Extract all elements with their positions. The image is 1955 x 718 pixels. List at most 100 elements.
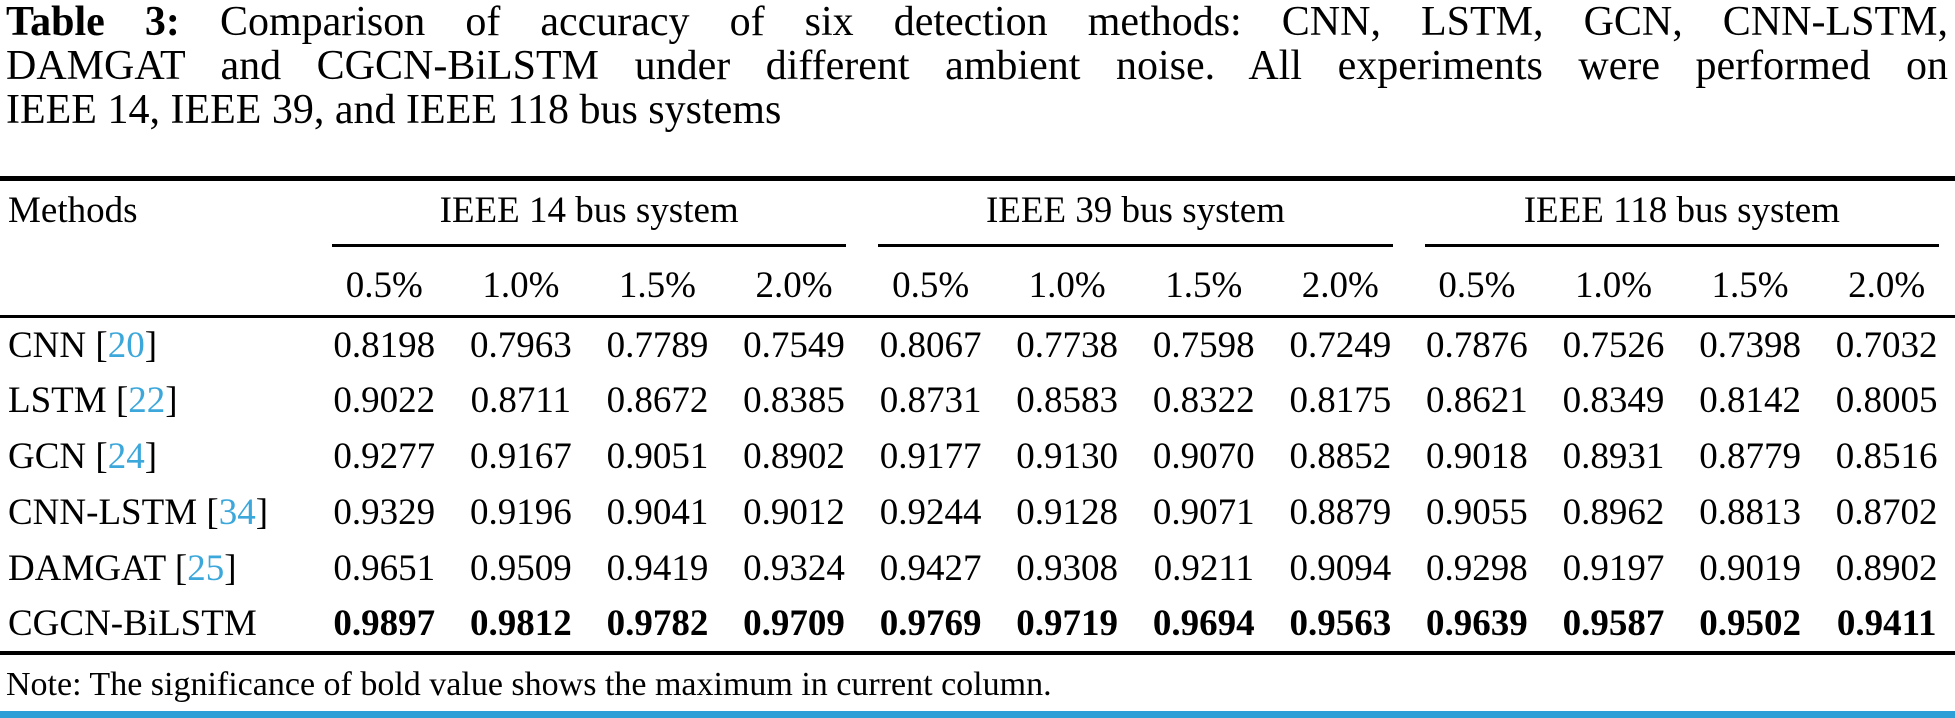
method-name: CNN [8,324,87,366]
accuracy-value: 0.9128 [1016,492,1119,533]
group-header-ieee118-label: IEEE 118 bus system [1424,189,1939,247]
accuracy-value: 0.9211 [1153,548,1254,589]
methods-column-header: Methods [0,178,316,318]
accuracy-value: 0.9308 [1016,548,1119,589]
citation-link[interactable]: [20] [95,324,158,366]
table-row-cnn: CNN [20] 0.8198 0.7963 0.7789 0.7549 0.8… [0,317,1955,373]
accuracy-value: 0.8962 [1562,492,1665,533]
accuracy-value: 0.9196 [469,492,572,533]
accuracy-value: 0.9563 [1289,603,1392,644]
accuracy-value: 0.9051 [606,436,709,477]
method-cell: CNN [20] [0,317,316,373]
group-header-ieee118: IEEE 118 bus system [1409,179,1955,255]
noise-header: 1.0% [1545,254,1682,318]
accuracy-value: 0.9897 [333,603,436,644]
accuracy-value: 0.9197 [1562,548,1665,589]
noise-header: 0.5% [316,254,453,318]
accuracy-value: 0.8902 [743,436,845,477]
accuracy-value: 0.9298 [1426,548,1528,589]
table-row-lstm: LSTM [22] 0.9022 0.8711 0.8672 0.8385 0.… [0,373,1955,429]
results-table: Methods IEEE 14 bus system IEEE 39 bus s… [0,176,1955,655]
group-header-ieee39: IEEE 39 bus system [862,179,1408,255]
method-name: LSTM [8,380,107,421]
accuracy-value: 0.9502 [1699,603,1801,644]
accuracy-value: 0.9427 [879,548,982,589]
accuracy-value: 0.8779 [1699,436,1801,477]
accuracy-value: 0.9694 [1152,603,1255,644]
method-name: CNN-LSTM [8,492,198,533]
accuracy-value: 0.7963 [469,324,572,366]
accuracy-value: 0.9041 [606,492,709,533]
accuracy-value: 0.8931 [1562,436,1665,477]
accuracy-value: 0.9812 [469,603,572,644]
accuracy-value: 0.8902 [1835,548,1938,589]
accuracy-value: 0.9719 [1016,603,1119,644]
accuracy-value: 0.8385 [743,380,845,421]
citation-link[interactable]: [24] [95,436,158,477]
caption-line-2: DAMGAT and CGCN-BiLSTM under different a… [6,43,1948,89]
accuracy-value: 0.9012 [743,492,845,533]
noise-header: 0.5% [1408,254,1546,318]
citation-link[interactable]: [22] [115,380,178,421]
noise-header: 1.0% [452,254,590,318]
caption-table-label: Table 3: [6,0,180,45]
noise-header: 1.5% [1135,254,1273,318]
accuracy-value: 0.9709 [743,603,845,644]
caption-line-1-text: Comparison of accuracy of six detection … [219,0,1948,45]
method-cell: GCN [24] [0,429,316,485]
table-row-gcn: GCN [24] 0.9277 0.9167 0.9051 0.8902 0.9… [0,429,1955,485]
accuracy-value: 0.7249 [1289,324,1392,366]
accuracy-value: 0.8583 [1016,380,1119,421]
accuracy-value: 0.9019 [1699,548,1801,589]
accuracy-value: 0.8879 [1289,492,1392,533]
accuracy-value: 0.9055 [1426,492,1528,533]
noise-header: 2.0% [1818,254,1955,318]
bottom-blue-bar [0,711,1955,718]
table-row-cgcn-bilstm: CGCN-BiLSTM 0.9897 0.9812 0.9782 0.9709 … [0,597,1955,653]
accuracy-value: 0.9782 [606,603,709,644]
accuracy-value: 0.9509 [469,548,572,589]
citation-link[interactable]: [25] [174,548,237,589]
accuracy-value: 0.9070 [1152,436,1255,477]
accuracy-value: 0.9651 [333,548,436,589]
accuracy-value: 0.9167 [469,436,572,477]
accuracy-value: 0.8852 [1289,436,1392,477]
accuracy-value: 0.8813 [1699,492,1801,533]
accuracy-value: 0.9022 [333,380,436,421]
method-cell: LSTM [22] [0,373,316,429]
table-row-cnn-lstm: CNN-LSTM [34] 0.9329 0.9196 0.9041 0.901… [0,485,1955,541]
accuracy-value: 0.9018 [1426,436,1528,477]
accuracy-value: 0.9277 [333,436,436,477]
table-row-damgat: DAMGAT [25] 0.9651 0.9509 0.9419 0.9324 … [0,541,1955,597]
accuracy-value: 0.9094 [1289,548,1392,589]
accuracy-value: 0.7738 [1016,324,1119,366]
group-header-ieee39-label: IEEE 39 bus system [878,189,1393,247]
accuracy-value: 0.9769 [879,603,982,644]
table-caption: Table 3: Comparison of accuracy of six d… [6,0,1948,132]
accuracy-value: 0.8672 [606,380,709,421]
accuracy-value: 0.8711 [470,380,572,421]
accuracy-value: 0.9419 [606,548,709,589]
noise-level-header-row: 0.5% 1.0% 1.5% 2.0% 0.5% 1.0% 1.5% 2.0% … [0,254,1955,318]
accuracy-value: 0.7526 [1562,324,1665,366]
group-header-ieee14: IEEE 14 bus system [316,179,862,255]
accuracy-value: 0.8516 [1835,436,1938,477]
noise-header: 2.0% [725,254,863,318]
accuracy-value: 0.9244 [879,492,982,533]
citation-link[interactable]: [34] [206,492,269,533]
accuracy-value: 0.8005 [1835,380,1938,421]
accuracy-value: 0.8702 [1835,492,1938,533]
accuracy-value: 0.8731 [879,380,982,421]
accuracy-value: 0.8067 [879,324,982,366]
accuracy-value: 0.9177 [879,436,982,477]
accuracy-value: 0.9639 [1426,603,1528,644]
noise-header: 1.0% [998,254,1136,318]
accuracy-value: 0.9329 [333,492,436,533]
group-header-row: Methods IEEE 14 bus system IEEE 39 bus s… [0,178,1955,318]
accuracy-value: 0.7876 [1426,324,1528,366]
caption-line-1: Table 3: Comparison of accuracy of six d… [6,0,1948,44]
noise-header: 1.5% [1681,254,1819,318]
table-footnote: Note: The significance of bold value sho… [6,666,1052,703]
method-name: CGCN-BiLSTM [8,603,257,644]
